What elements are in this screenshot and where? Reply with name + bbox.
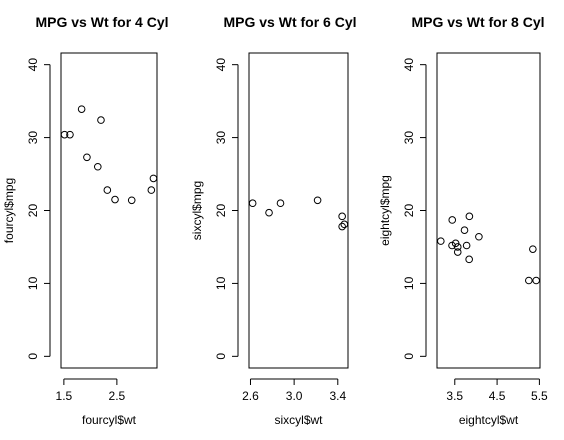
- plot-frame: [248, 52, 349, 369]
- data-point: [276, 199, 285, 208]
- plot-frame: [60, 52, 158, 369]
- data-point: [465, 212, 474, 221]
- y-tick-label: 40: [402, 58, 416, 72]
- data-point: [149, 174, 158, 183]
- x-tick-label: 3.0: [286, 389, 303, 403]
- data-point: [453, 248, 462, 256]
- y-tick-label: 20: [214, 204, 228, 218]
- chart-title: MPG vs Wt for 4 Cyl: [35, 14, 168, 30]
- data-point: [462, 241, 471, 250]
- data-point: [340, 220, 349, 229]
- y-tick-label: 10: [26, 276, 40, 290]
- y-tick-label: 20: [402, 204, 416, 218]
- y-axis-label: eightcyl$mpg: [378, 175, 392, 246]
- chart-panel-2: MPG vs Wt for 6 Cyl 0 10 20 30 40 2.6 3.0 3.4 six…: [190, 14, 357, 427]
- x-tick-label: 2.5: [109, 389, 126, 403]
- data-point: [338, 212, 346, 221]
- y-axis-label: fourcyl$mpg: [2, 178, 16, 243]
- data-point: [338, 222, 346, 231]
- data-point: [66, 130, 74, 139]
- y-tick-label: 30: [26, 131, 40, 145]
- y-tick-label: 20: [26, 204, 40, 218]
- y-tick-label: 10: [214, 276, 228, 290]
- plot-frame: [436, 52, 541, 369]
- y-tick-label: 40: [26, 58, 40, 72]
- chart-panel-1: MPG vs Wt for 4 Cyl 0 10 20 30 40 1.5 2.5 fourcy…: [2, 14, 169, 427]
- data-point: [83, 153, 91, 162]
- chart-title: MPG vs Wt for 8 Cyl: [411, 14, 544, 30]
- x-tick-label: 5.5: [531, 389, 548, 403]
- chart-panel-3: MPG vs Wt for 8 Cyl 0 10 20 30 40 3.5 4.5 5.5 eig…: [378, 14, 548, 427]
- x-axis-label: sixcyl$wt: [274, 413, 323, 427]
- data-point: [475, 232, 483, 241]
- x-axis-label: eightcyl$wt: [459, 413, 519, 427]
- data-point: [248, 199, 257, 208]
- data-point: [60, 130, 69, 139]
- data-point: [93, 162, 102, 171]
- x-axis-label: fourcyl$wt: [82, 413, 137, 427]
- data-point: [313, 196, 322, 205]
- data-point: [460, 226, 469, 234]
- y-axis-label: sixcyl$mpg: [190, 181, 204, 240]
- x-tick-label: 4.5: [489, 389, 506, 403]
- y-tick-label: 30: [214, 131, 228, 145]
- data-point: [147, 186, 156, 194]
- y-tick-label: 40: [214, 58, 228, 72]
- data-point: [532, 276, 540, 285]
- x-tick-label: 3.5: [446, 389, 463, 403]
- data-point: [465, 255, 473, 264]
- y-tick-label: 0: [26, 353, 40, 360]
- data-point: [127, 196, 136, 205]
- x-tick-label: 2.6: [242, 389, 259, 403]
- y-tick-label: 0: [214, 353, 228, 360]
- data-point: [103, 186, 112, 194]
- data-point: [529, 245, 537, 253]
- y-tick-label: 30: [402, 131, 416, 145]
- data-point: [453, 243, 462, 251]
- chart-title: MPG vs Wt for 6 Cyl: [223, 14, 356, 30]
- x-tick-label: 3.4: [329, 389, 346, 403]
- data-point: [97, 116, 105, 124]
- data-point: [111, 195, 119, 204]
- data-point: [77, 105, 86, 113]
- x-tick-label: 1.5: [56, 389, 73, 403]
- data-point: [265, 208, 273, 217]
- y-tick-label: 10: [402, 276, 416, 290]
- data-point: [448, 241, 456, 250]
- data-point: [525, 276, 533, 285]
- y-tick-label: 0: [402, 353, 416, 360]
- data-point: [448, 216, 457, 224]
- data-point: [437, 237, 445, 245]
